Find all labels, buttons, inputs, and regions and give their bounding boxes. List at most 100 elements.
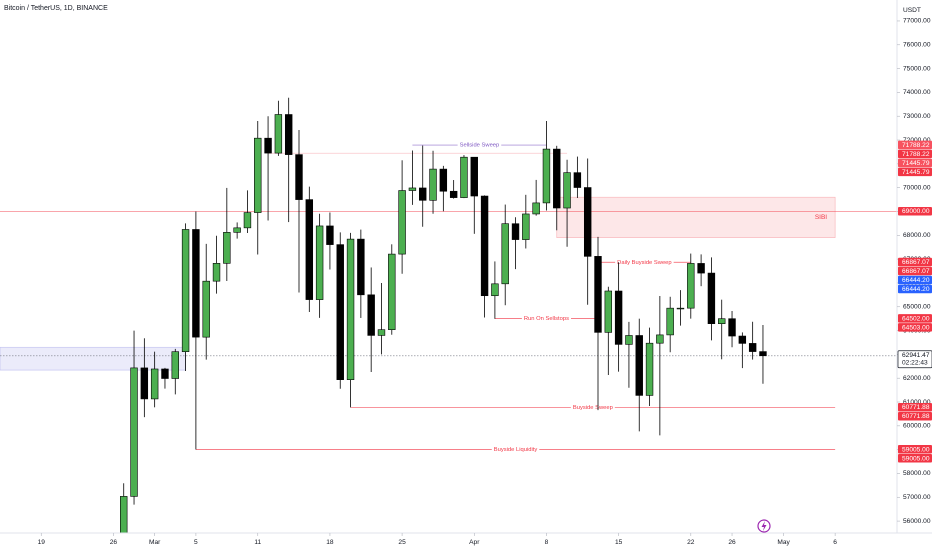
candle-body: [480, 195, 489, 297]
price-label-box: [898, 314, 932, 323]
x-tick-label: 11: [254, 539, 261, 546]
level-label: Buyside Liquidity: [494, 447, 538, 453]
x-tick-label: Apr: [469, 539, 480, 546]
price-label-box: [898, 284, 932, 294]
zone: [556, 196, 836, 238]
y-tick-label: 65000.00: [903, 303, 931, 310]
price-label: 64502.00: [902, 315, 930, 322]
level-label-bg: [491, 446, 540, 454]
price-label: 71445.79: [902, 169, 930, 176]
candle-body: [150, 368, 159, 400]
candle-body: [676, 307, 685, 310]
candle-body: [491, 283, 499, 297]
x-tick-label: Mar: [149, 539, 161, 546]
candle-body: [120, 496, 128, 533]
candle-body: [305, 199, 314, 300]
x-tick-label: 8: [545, 539, 549, 546]
price-label-box: [898, 257, 932, 267]
price-label: 71788.22: [902, 142, 930, 149]
last-price-box: [897, 350, 932, 369]
candle-body: [542, 148, 551, 204]
y-tick-label: 76000.00: [903, 42, 931, 49]
candle-body: [181, 229, 190, 352]
candle-body: [718, 318, 726, 324]
y-tick-label: 58000.00: [903, 470, 931, 477]
plot-area: SIBI Sellside Sweep Daily Buyside Sweep Run…: [0, 97, 897, 533]
candle-body: [687, 263, 695, 309]
chart-title: Bitcoin / TetherUS, 1D, BINANCE: [4, 5, 108, 12]
y-tick-label: 57000.00: [903, 494, 931, 501]
candle-body: [398, 190, 406, 255]
candle-body: [130, 367, 138, 497]
level-label: Daily Buyside Sweep: [617, 260, 671, 266]
candle-body: [604, 290, 613, 333]
candle-body: [697, 263, 705, 274]
currency-label: USDT: [903, 7, 921, 14]
candle-body: [346, 238, 355, 380]
candle-body: [439, 168, 448, 192]
level-label: Run On Sellstops: [524, 316, 569, 322]
price-label: 66867.07: [902, 259, 930, 266]
level-label-bg: [521, 315, 572, 323]
candle-body: [140, 367, 149, 400]
x-tick-label: May: [777, 539, 790, 546]
x-tick-label: 26: [110, 539, 118, 546]
x-tick-label: 22: [687, 539, 695, 546]
x-tick-label: 18: [326, 539, 334, 546]
y-tick-label: 75000.00: [903, 65, 931, 72]
candle-body: [408, 187, 417, 191]
candle-body: [511, 223, 520, 240]
candle-body: [728, 318, 736, 337]
level-label: Sellside Sweep: [460, 143, 500, 149]
y-tick-label: 74000.00: [903, 89, 931, 96]
price-label: 71788.22: [902, 151, 930, 158]
candle-body: [367, 294, 375, 336]
candle-body: [449, 190, 458, 198]
zone: [0, 346, 186, 371]
candle-body: [388, 253, 396, 330]
replay-icon[interactable]: [757, 519, 771, 533]
price-label-box: [898, 266, 932, 276]
candle-body: [243, 212, 252, 229]
candle-body: [315, 225, 324, 300]
candle-body: [377, 329, 386, 336]
candle-body: [625, 335, 633, 345]
price-label-box: [898, 149, 932, 159]
candle-body: [501, 223, 509, 285]
y-tick-label: 60000.00: [903, 423, 931, 430]
level-label-bg: [457, 141, 502, 149]
candle-body: [573, 172, 582, 188]
candle-body: [326, 225, 334, 245]
candle-body: [212, 263, 221, 282]
axes: 56000.0057000.0058000.0059000.0060000.00…: [38, 18, 932, 546]
x-tick-label: 25: [398, 539, 406, 546]
y-tick-label: 68000.00: [903, 232, 931, 239]
price-label-box: [898, 206, 932, 216]
price-label: 59005.00: [902, 446, 930, 453]
x-tick-label: 26: [728, 539, 736, 546]
y-tick-label: 61000.00: [903, 399, 931, 406]
price-label: 69000.00: [902, 208, 930, 215]
candle-body: [738, 335, 747, 344]
price-label-box: [898, 411, 932, 421]
candle-body: [656, 334, 664, 344]
candle-body: [470, 156, 478, 197]
candle-body: [223, 232, 231, 264]
price-label-box: [898, 445, 932, 454]
last-price-label: 62941.47: [902, 352, 930, 359]
candle-body: [161, 368, 169, 379]
level-label-bg: [615, 258, 674, 266]
candle-body: [254, 137, 262, 213]
candle-body: [563, 172, 571, 209]
candle-body: [759, 351, 767, 357]
candle-body: [460, 156, 468, 198]
x-tick-label: 19: [38, 539, 46, 546]
candle-body: [707, 272, 716, 324]
price-label-box: [898, 454, 932, 463]
candle-body: [357, 238, 365, 296]
candle-body: [532, 202, 540, 215]
candle-body: [522, 213, 530, 240]
